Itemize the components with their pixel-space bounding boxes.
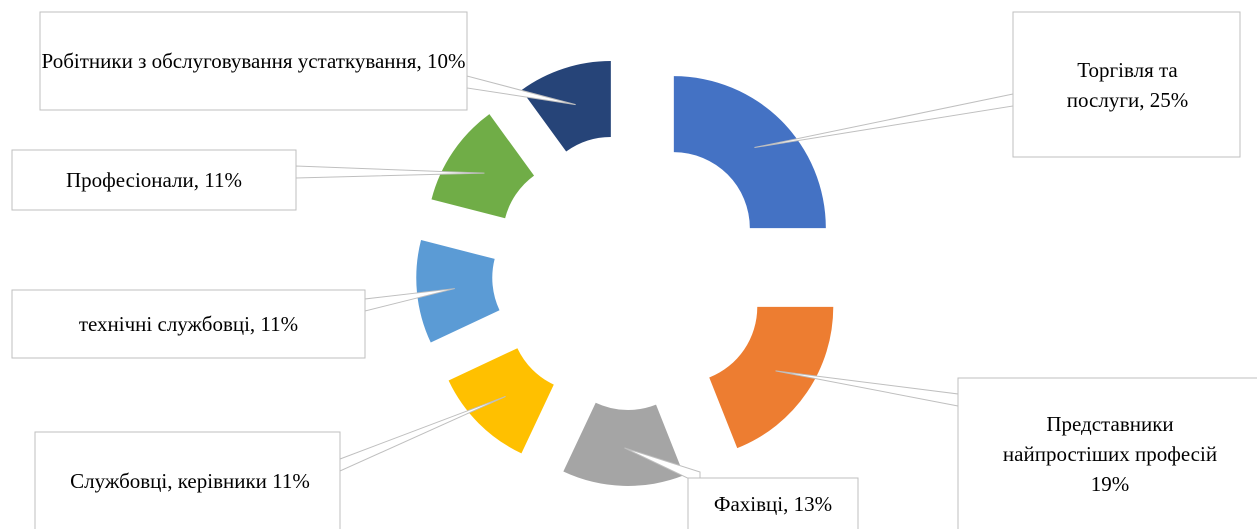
doughnut-segment [673,76,826,229]
data-label: Робітники з обслуговування устаткування,… [40,12,467,110]
data-label-text: Службовці, керівники 11% [70,468,310,493]
data-label-text: технічні службовці, 11% [78,312,299,336]
data-label-text: Робітники з обслуговування устаткування,… [41,49,466,73]
data-label: Фахівці, 13% [688,478,858,529]
doughnut-segment [563,402,685,486]
label-box [1012,11,1241,158]
data-label: Професіонали, 11% [12,150,296,210]
data-label: Торгівля та послуги, 25% [1050,12,1205,157]
doughnut-segment [431,114,535,219]
data-label: Службовці, керівники 11% [55,432,325,529]
label-box [11,289,366,359]
doughnut-segment [416,240,500,343]
doughnut-segment [709,306,834,449]
data-label: Представники найпростіших професій 19% [990,378,1230,529]
label-box [957,377,1257,529]
leader-line [339,395,506,472]
label-box [687,477,859,529]
label-box [34,431,341,529]
data-label: технічні службовці, 11% [12,290,365,358]
data-label-text: Професіонали, 11% [66,168,242,192]
leader-line [754,93,1014,149]
data-label-text: Представники найпростіших професій 19% [1002,411,1218,496]
data-label-text: Торгівля та послуги, 25% [1066,57,1189,112]
doughnut-segment [521,61,611,152]
label-box [11,149,297,211]
doughnut-segment [448,348,554,454]
label-box [39,11,468,111]
data-label-text: Фахівці, 13% [713,491,833,516]
